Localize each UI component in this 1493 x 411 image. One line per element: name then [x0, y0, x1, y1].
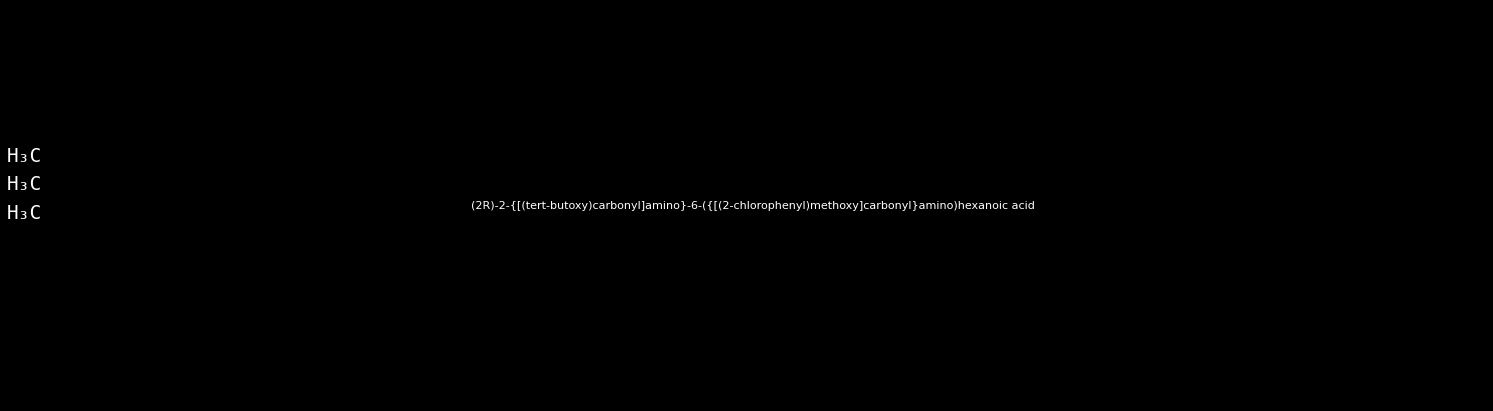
- Text: (2R)-2-{[(tert-butoxy)carbonyl]amino}-6-({[(2-chlorophenyl)methoxy]carbonyl}amin: (2R)-2-{[(tert-butoxy)carbonyl]amino}-6-…: [470, 201, 1035, 210]
- Text: H₃C: H₃C: [6, 175, 42, 194]
- Text: H₃C: H₃C: [6, 204, 42, 223]
- Text: H₃C: H₃C: [6, 147, 42, 166]
